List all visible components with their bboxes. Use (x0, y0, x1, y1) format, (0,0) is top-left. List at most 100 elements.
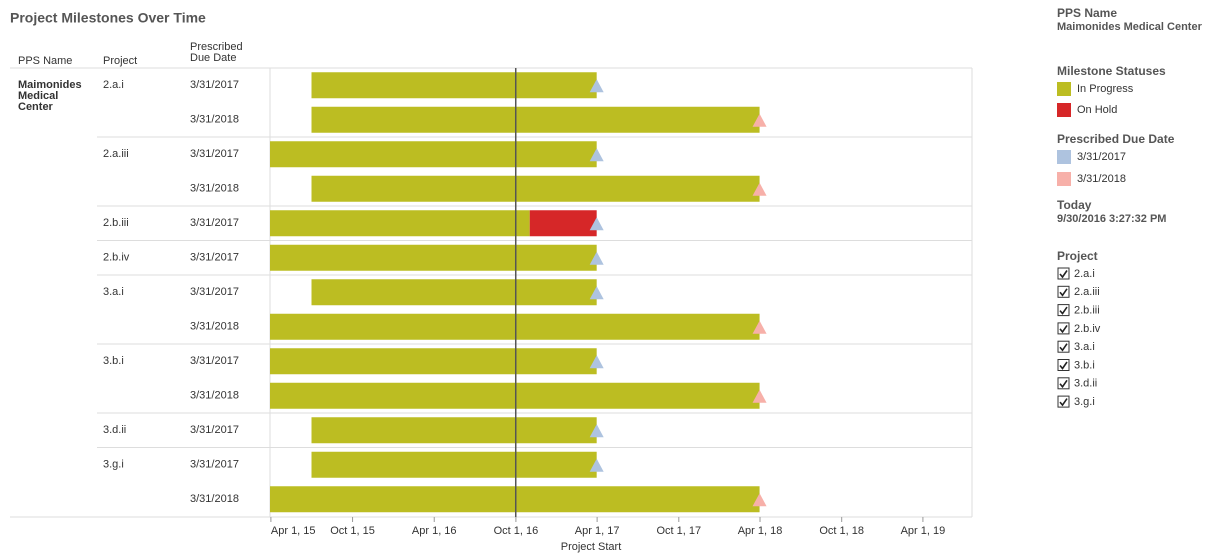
legend-value: 9/30/2016 3:27:32 PM (1057, 213, 1167, 225)
checkmark (1059, 343, 1068, 352)
project-label: 3.a.i (103, 286, 124, 298)
legend-swatch (1057, 172, 1071, 186)
legend-value: Maimonides Medical Center (1057, 21, 1202, 33)
x-tick-label: Apr 1, 19 (901, 525, 946, 537)
pps-name: Maimonides Medical Center (18, 79, 82, 113)
checkmark (1059, 324, 1068, 334)
legend-title: Today (1057, 198, 1092, 212)
x-tick-label: Oct 1, 16 (494, 525, 539, 537)
gantt-bar (270, 486, 760, 513)
gantt-bar (311, 417, 597, 444)
due-date-marker (752, 182, 767, 196)
legend-title: Milestone Statuses (1057, 64, 1166, 78)
due-date-marker (589, 355, 604, 369)
legend-title: PPS Name (1057, 6, 1118, 20)
checkbox-label[interactable]: 3.b.i (1074, 359, 1095, 371)
due-date-label: 3/31/2017 (190, 79, 239, 91)
checkmark (1059, 306, 1068, 315)
checkbox-label[interactable]: 3.g.i (1074, 396, 1095, 408)
gantt-bar (311, 72, 597, 99)
due-date-marker (589, 424, 604, 438)
checkbox-label[interactable]: 2.a.i (1074, 268, 1095, 280)
checkmark (1059, 361, 1068, 370)
due-date-marker (752, 389, 767, 403)
gantt-bar (270, 382, 760, 409)
due-date-marker (589, 251, 604, 265)
due-date-label: 3/31/2017 (190, 217, 239, 229)
due-date-label: 3/31/2017 (190, 286, 239, 298)
x-tick-label: Apr 1, 18 (738, 525, 783, 537)
gantt-bar (270, 348, 597, 375)
due-date-label: 3/31/2017 (190, 252, 239, 264)
legend-title: Project (1057, 249, 1098, 263)
chart-title: Project Milestones Over Time (10, 10, 206, 26)
gantt-bar (311, 106, 760, 133)
due-date-marker (589, 79, 604, 93)
gantt-bar (270, 210, 530, 237)
checkmark (1059, 270, 1068, 279)
checkbox[interactable] (1057, 267, 1070, 280)
project-label: 2.a.i (103, 79, 124, 91)
checkbox-label[interactable]: 2.a.iii (1074, 286, 1100, 298)
gantt-bar (311, 279, 597, 306)
gantt-bar (270, 313, 760, 340)
column-header: PPS Name (18, 55, 73, 67)
checkbox[interactable] (1057, 285, 1070, 298)
project-label: 2.b.iv (103, 252, 130, 264)
due-date-label: 3/31/2018 (190, 390, 239, 402)
gantt-bar (270, 141, 597, 168)
legend-swatch (1057, 150, 1071, 164)
gantt-bar (270, 244, 597, 271)
checkbox-label[interactable]: 3.a.i (1074, 341, 1095, 353)
x-tick-label: Apr 1, 17 (575, 525, 620, 537)
project-label: 2.b.iii (103, 217, 129, 229)
due-date-marker (589, 148, 604, 162)
due-date-marker (589, 286, 604, 300)
due-date-label: 3/31/2018 (190, 114, 239, 126)
checkbox[interactable] (1057, 304, 1070, 317)
checkbox[interactable] (1057, 395, 1070, 408)
x-tick-label: Oct 1, 15 (330, 525, 375, 537)
gantt-bar (529, 210, 597, 237)
checkbox[interactable] (1057, 322, 1070, 335)
due-date-label: 3/31/2018 (190, 493, 239, 505)
gantt-bar (311, 175, 760, 202)
checkbox[interactable] (1057, 359, 1070, 371)
due-date-marker (752, 113, 767, 127)
legend-label: In Progress (1077, 83, 1134, 95)
due-date-label: 3/31/2017 (190, 459, 239, 471)
x-tick-label: Oct 1, 17 (656, 525, 701, 537)
legend-swatch (1057, 82, 1071, 96)
due-date-marker (752, 493, 767, 507)
due-date-label: 3/31/2018 (190, 183, 239, 195)
checkbox-label[interactable]: 2.b.iii (1074, 305, 1100, 317)
legend-label: On Hold (1077, 104, 1117, 116)
gantt-bar (311, 451, 597, 478)
due-date-marker (589, 217, 604, 231)
legend-swatch (1057, 103, 1071, 117)
legend-title: Prescribed Due Date (1057, 132, 1175, 146)
x-tick-label: Oct 1, 18 (819, 525, 864, 537)
x-tick-label: Apr 1, 16 (412, 525, 457, 537)
checkbox[interactable] (1057, 377, 1070, 390)
checkbox[interactable] (1057, 340, 1070, 353)
project-label: 2.a.iii (103, 148, 129, 160)
project-label: 3.g.i (103, 459, 124, 471)
due-date-label: 3/31/2018 (190, 321, 239, 333)
due-date-label: 3/31/2017 (190, 148, 239, 160)
checkbox-label[interactable]: 3.d.ii (1074, 378, 1097, 390)
checkmark (1059, 288, 1068, 297)
checkmark (1059, 379, 1068, 389)
x-axis-title: Project Start (561, 541, 622, 553)
x-tick-label: Apr 1, 15 (271, 525, 316, 537)
checkmark (1059, 398, 1068, 407)
due-date-label: 3/31/2017 (190, 424, 239, 436)
due-date-marker (589, 458, 604, 472)
project-label: 3.b.i (103, 355, 124, 367)
legend-label: 3/31/2018 (1077, 173, 1126, 185)
checkbox-label[interactable]: 2.b.iv (1074, 323, 1101, 335)
due-date-label: 3/31/2017 (190, 355, 239, 367)
due-date-marker (752, 320, 767, 334)
